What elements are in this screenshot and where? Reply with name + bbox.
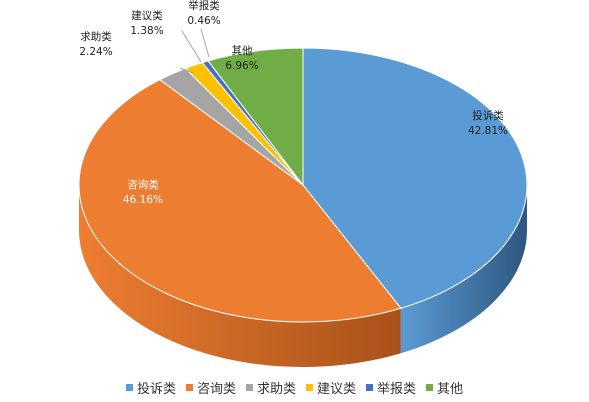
legend-item: 投诉类	[125, 378, 176, 397]
data-label: 建议类 1.38%	[130, 9, 163, 37]
label-leader-line	[181, 30, 202, 63]
legend-item: 其他	[426, 378, 463, 397]
legend-label: 咨询类	[196, 382, 236, 397]
pie-slice	[302, 47, 528, 309]
legend-swatch	[185, 384, 193, 391]
legend-swatch	[306, 384, 313, 391]
label-leader-line	[179, 67, 194, 74]
legend-label: 其他	[437, 382, 464, 397]
legend-swatch	[366, 384, 374, 391]
pie-side-wall	[79, 185, 401, 367]
data-label: 咨询类 46.16%	[123, 178, 163, 206]
data-label-category: 投诉类	[472, 109, 504, 122]
data-label: 举报类 0.46%	[187, 0, 220, 27]
pie-chart-svg: 投诉类 42.81% 咨询类 46.16% 求助类 2.24% 建议类 1.38% 举报类 0.4…	[78, 0, 528, 367]
pie-slice	[207, 47, 304, 187]
data-label: 投诉类 42.81%	[468, 109, 508, 137]
data-label-category: 其他	[232, 44, 253, 57]
data-label-value: 1.38%	[130, 25, 163, 37]
label-leader-line	[200, 28, 210, 58]
data-label-category: 建议类	[131, 9, 163, 22]
data-label-category: 咨询类	[127, 178, 159, 191]
data-label: 求助类 2.24%	[79, 30, 112, 58]
chart-legend: 投诉类 咨询类 求助类 建议类 举报类 其他	[0, 378, 589, 397]
data-label-value: 42.81%	[468, 125, 508, 137]
data-label-value: 6.96%	[225, 60, 258, 72]
legend-item: 求助类	[245, 378, 296, 397]
legend-swatch	[245, 384, 253, 391]
data-label-value: 0.46%	[187, 15, 220, 27]
legend-item: 建议类	[306, 378, 356, 397]
data-label-category: 求助类	[80, 30, 112, 43]
legend-item: 举报类	[366, 378, 416, 397]
data-label-value: 46.16%	[123, 194, 163, 206]
legend-label: 投诉类	[136, 382, 176, 397]
data-label-value: 2.24%	[79, 46, 112, 58]
pie-side-wall	[400, 185, 527, 354]
legend-item: 咨询类	[185, 378, 236, 397]
pie-slice	[78, 79, 402, 323]
data-label: 其他 6.96%	[225, 44, 258, 72]
data-label-category: 举报类	[188, 0, 220, 12]
legend-swatch	[426, 384, 434, 391]
legend-swatch	[125, 384, 133, 391]
legend-label: 建议类	[317, 382, 357, 397]
legend-label: 求助类	[256, 382, 296, 397]
legend-label: 举报类	[377, 382, 417, 397]
